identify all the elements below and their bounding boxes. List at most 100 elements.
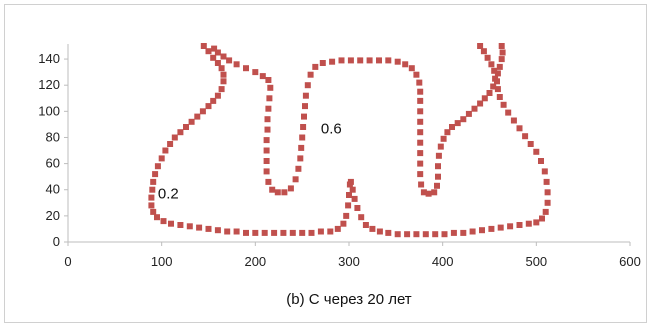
data-point — [444, 129, 451, 136]
data-point — [205, 225, 212, 232]
data-point — [220, 78, 227, 85]
data-point — [177, 129, 184, 136]
y-tick-label: 140 — [38, 51, 60, 66]
data-point — [287, 185, 294, 192]
data-point — [211, 45, 218, 52]
data-point — [345, 202, 352, 209]
y-tick-label: 80 — [46, 129, 60, 144]
data-point — [385, 57, 392, 64]
data-point — [488, 225, 495, 232]
data-point — [408, 65, 415, 72]
data-point — [500, 101, 507, 108]
data-point — [259, 73, 266, 80]
data-point — [422, 231, 429, 238]
data-point — [418, 181, 425, 188]
data-point — [347, 178, 354, 185]
data-point — [347, 57, 354, 64]
data-point — [263, 147, 270, 154]
data-point — [441, 231, 448, 238]
data-points — [148, 43, 551, 238]
data-point — [265, 178, 272, 185]
data-point — [440, 135, 447, 142]
data-point — [541, 168, 548, 175]
data-point — [265, 77, 272, 83]
data-point — [477, 100, 484, 107]
data-point — [299, 229, 306, 236]
data-point — [516, 222, 523, 228]
data-point — [214, 49, 221, 56]
data-point — [199, 108, 206, 115]
data-point — [252, 229, 259, 236]
data-point — [243, 65, 249, 72]
data-point — [343, 212, 350, 219]
data-point — [435, 152, 442, 159]
data-point — [148, 202, 155, 209]
data-point — [417, 160, 424, 167]
data-point — [281, 189, 288, 196]
data-point — [298, 144, 305, 151]
data-point — [265, 105, 272, 112]
data-point — [354, 205, 361, 211]
x-tick-label: 300 — [338, 254, 360, 269]
data-point — [479, 227, 485, 234]
data-point — [349, 186, 356, 193]
y-tick-label: 120 — [38, 77, 60, 92]
data-point — [497, 224, 504, 231]
data-point — [492, 75, 499, 82]
data-point — [486, 90, 493, 96]
data-point — [210, 97, 217, 104]
contour-label: 0.2 — [158, 186, 179, 203]
data-point — [194, 113, 201, 120]
data-point — [158, 155, 165, 162]
data-point — [488, 61, 495, 68]
x-tick-label: 500 — [525, 254, 547, 269]
data-point — [188, 118, 195, 125]
data-point — [435, 173, 441, 180]
data-point — [338, 57, 345, 64]
data-point — [437, 143, 444, 150]
data-point — [480, 48, 487, 55]
data-point — [469, 228, 476, 235]
data-point — [460, 229, 467, 236]
data-point — [538, 158, 544, 164]
data-point — [264, 126, 271, 133]
annotations: 0.6 0.2 — [158, 120, 342, 202]
data-point — [300, 124, 307, 130]
data-point — [417, 88, 424, 95]
data-point — [494, 70, 501, 77]
data-point — [214, 227, 221, 234]
data-point — [304, 82, 311, 89]
data-point — [417, 139, 424, 146]
data-point — [233, 61, 240, 68]
data-point — [496, 63, 503, 70]
data-point — [224, 228, 231, 235]
data-point — [402, 61, 409, 68]
data-point — [358, 214, 365, 221]
data-point — [417, 129, 424, 136]
data-point — [357, 57, 364, 64]
data-point — [527, 141, 534, 147]
x-tick-label: 0 — [64, 254, 71, 269]
data-point — [376, 57, 382, 64]
data-point — [416, 79, 423, 86]
data-point — [498, 43, 505, 49]
data-point — [543, 178, 550, 185]
data-point — [417, 108, 424, 115]
data-point — [263, 137, 270, 144]
data-point — [499, 49, 506, 56]
data-point — [460, 116, 467, 123]
data-point — [394, 231, 401, 238]
contour-label: 0.6 — [321, 120, 342, 137]
data-point — [183, 124, 189, 130]
data-point — [533, 148, 540, 155]
data-point — [264, 116, 271, 123]
data-point — [327, 228, 334, 235]
data-point — [295, 165, 302, 172]
y-tick-label: 40 — [46, 182, 60, 197]
y-tick-label: 20 — [46, 208, 60, 223]
data-point — [346, 192, 352, 198]
data-point — [308, 229, 315, 236]
data-point — [148, 194, 155, 201]
data-point — [544, 189, 551, 196]
y-tick-label: 0 — [53, 234, 60, 249]
